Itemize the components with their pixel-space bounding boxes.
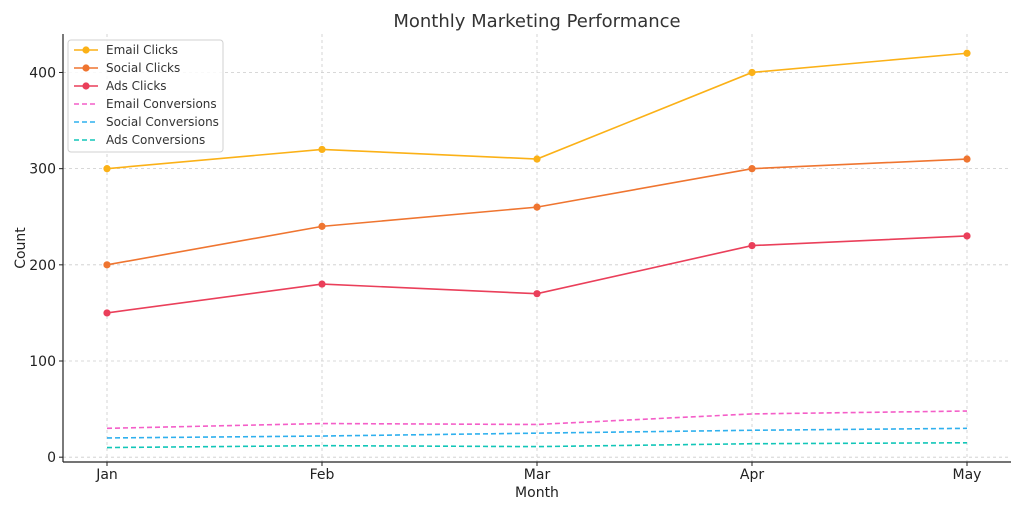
legend-marker-ads-clicks <box>82 82 90 90</box>
y-tick-label: 0 <box>47 450 56 466</box>
data-point-ads-clicks <box>318 280 326 288</box>
y-tick-label: 400 <box>29 65 56 81</box>
data-point-ads-clicks <box>748 241 756 250</box>
legend-label: Email Conversions <box>106 97 217 111</box>
x-tick-label: May <box>953 467 982 483</box>
data-point-email-clicks <box>963 49 971 57</box>
legend-label: Social Clicks <box>106 61 180 75</box>
series-line-email-conversions <box>106 410 968 430</box>
data-point-social-clicks <box>318 222 326 230</box>
legend-label: Ads Conversions <box>106 133 205 147</box>
x-tick-label: Apr <box>740 467 764 483</box>
data-point-email-clicks <box>533 155 541 163</box>
legend: Email Clicks Social Clicks Ads Clicks Email… <box>67 39 224 153</box>
legend-label: Ads Clicks <box>106 79 167 93</box>
y-tick-label: 300 <box>29 162 56 178</box>
series-line-ads-conversions <box>106 441 968 449</box>
legend-marker-email-clicks <box>82 46 90 54</box>
x-axis-title: Month <box>515 485 559 501</box>
data-point-email-clicks <box>318 145 326 154</box>
data-point-social-clicks <box>103 261 111 269</box>
y-tick-label: 100 <box>29 354 56 370</box>
series-line-social-conversions <box>106 427 968 439</box>
data-point-ads-clicks <box>963 232 971 240</box>
legend-label: Email Clicks <box>106 43 178 57</box>
data-point-ads-clicks <box>103 309 111 317</box>
legend-marker-social-clicks <box>82 64 90 72</box>
data-point-social-clicks <box>533 203 541 211</box>
x-tick-label: Mar <box>524 467 551 483</box>
x-tick-label: Jan <box>95 467 118 483</box>
legend-label: Social Conversions <box>106 115 219 129</box>
data-point-email-clicks <box>103 165 111 173</box>
y-axis-title: Count <box>13 227 29 269</box>
data-point-social-clicks <box>963 155 971 163</box>
chart-title: Monthly Marketing Performance <box>393 11 680 32</box>
x-tick-label: Feb <box>310 467 335 483</box>
data-point-email-clicks <box>748 68 756 77</box>
legend-box <box>67 39 224 153</box>
series-lines <box>103 49 971 449</box>
y-tick-label: 200 <box>29 258 56 274</box>
tick-labels: Jan Feb Mar Apr May 0 100 200 300 400 <box>29 65 981 483</box>
data-point-ads-clicks <box>533 290 541 298</box>
data-point-social-clicks <box>748 165 756 173</box>
